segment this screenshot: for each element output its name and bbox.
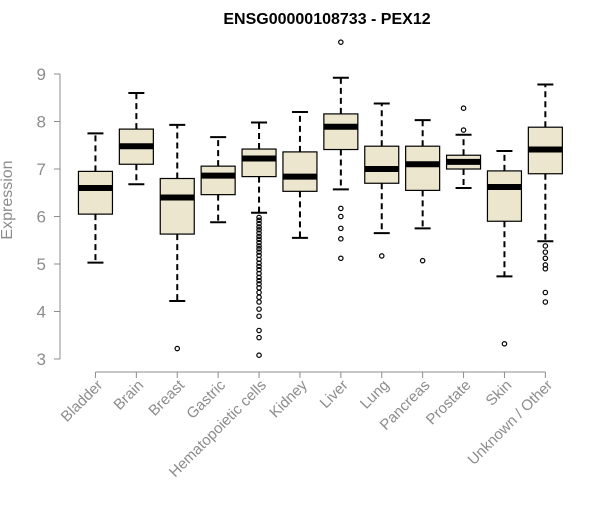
box-group bbox=[159, 123, 195, 352]
box-group bbox=[364, 102, 400, 259]
outlier-point bbox=[256, 252, 262, 259]
outlier-point bbox=[542, 243, 549, 249]
outlier-point bbox=[542, 265, 549, 272]
box-iqr bbox=[323, 113, 359, 151]
outlier-point bbox=[256, 233, 262, 240]
box-group bbox=[527, 83, 563, 305]
outlier-point bbox=[256, 266, 262, 273]
outlier-point bbox=[256, 246, 262, 252]
box-group bbox=[405, 119, 441, 264]
box-group bbox=[200, 136, 236, 224]
outlier-point bbox=[542, 289, 549, 296]
box-iqr bbox=[241, 148, 277, 178]
y-tick-label: 7 bbox=[37, 160, 46, 179]
outlier-point bbox=[256, 249, 262, 255]
y-tick-label: 5 bbox=[37, 255, 46, 274]
outlier-point bbox=[256, 214, 262, 221]
outlier-point bbox=[256, 263, 262, 270]
outlier-point bbox=[338, 213, 344, 220]
x-tick-label: Prostate bbox=[423, 377, 475, 429]
box-group bbox=[486, 149, 523, 347]
outlier-point bbox=[256, 260, 262, 266]
box-group bbox=[282, 111, 318, 239]
outlier-point bbox=[256, 299, 262, 305]
outlier-point bbox=[256, 352, 262, 359]
outlier-point bbox=[256, 270, 262, 277]
box-group bbox=[445, 105, 482, 189]
outlier-point bbox=[338, 205, 344, 212]
outlier-point bbox=[338, 225, 344, 232]
outlier-point bbox=[256, 243, 262, 249]
y-tick-label: 9 bbox=[37, 65, 46, 84]
outlier-point bbox=[256, 277, 262, 284]
outlier-point bbox=[256, 239, 262, 246]
outlier-point bbox=[501, 340, 508, 347]
outlier-point bbox=[460, 127, 467, 133]
y-tick-label: 3 bbox=[37, 350, 46, 369]
box-group bbox=[323, 39, 359, 262]
box-series bbox=[77, 39, 563, 359]
box-group bbox=[118, 92, 154, 186]
x-tick-label: Bladder bbox=[58, 377, 107, 426]
outlier-point bbox=[542, 299, 549, 305]
outlier-point bbox=[419, 257, 426, 264]
y-axis: 3 4 5 6 7 8 9 bbox=[37, 65, 61, 369]
outlier-point bbox=[338, 255, 344, 262]
outlier-point bbox=[542, 255, 549, 262]
outlier-point bbox=[256, 217, 262, 224]
outlier-point bbox=[256, 294, 262, 301]
x-tick-label: Lung bbox=[357, 377, 393, 413]
box-iqr bbox=[77, 170, 114, 215]
outlier-point bbox=[256, 256, 262, 263]
box-group bbox=[77, 132, 114, 264]
box-iqr bbox=[159, 177, 195, 235]
y-tick-label: 6 bbox=[37, 208, 46, 227]
outlier-point bbox=[256, 313, 262, 320]
box-iqr bbox=[364, 145, 400, 184]
outlier-point bbox=[256, 224, 262, 230]
outlier-point bbox=[542, 249, 549, 255]
box-group bbox=[241, 121, 277, 359]
outlier-point bbox=[256, 220, 262, 227]
outlier-point bbox=[338, 236, 344, 242]
outlier-point bbox=[338, 39, 344, 45]
outlier-point bbox=[256, 306, 262, 312]
outlier-point bbox=[256, 236, 262, 243]
x-tick-label: Skin bbox=[483, 377, 516, 410]
outlier-point bbox=[256, 281, 262, 287]
outlier-point bbox=[256, 289, 262, 296]
box-iqr bbox=[405, 145, 441, 191]
outlier-point bbox=[256, 284, 262, 291]
x-tick-label: Breast bbox=[145, 376, 188, 419]
y-axis-title: Expression bbox=[0, 160, 16, 239]
box-iqr bbox=[486, 170, 523, 222]
outlier-point bbox=[256, 227, 262, 233]
x-tick-label: Brain bbox=[110, 377, 147, 414]
box-iqr bbox=[200, 165, 236, 196]
box-iqr bbox=[282, 151, 318, 192]
x-tick-label: Liver bbox=[317, 377, 352, 412]
outlier-point bbox=[174, 345, 181, 352]
outlier-point bbox=[256, 334, 262, 341]
chart-title: ENSG00000108733 - PEX12 bbox=[223, 11, 430, 28]
outlier-point bbox=[256, 274, 262, 281]
outlier-point bbox=[460, 105, 467, 112]
y-tick-label: 4 bbox=[37, 303, 46, 322]
outlier-point bbox=[378, 253, 385, 259]
outlier-point bbox=[256, 230, 262, 236]
y-tick-label: 8 bbox=[37, 113, 46, 132]
outlier-point bbox=[256, 327, 262, 334]
x-tick-label: Kidney bbox=[266, 376, 311, 421]
